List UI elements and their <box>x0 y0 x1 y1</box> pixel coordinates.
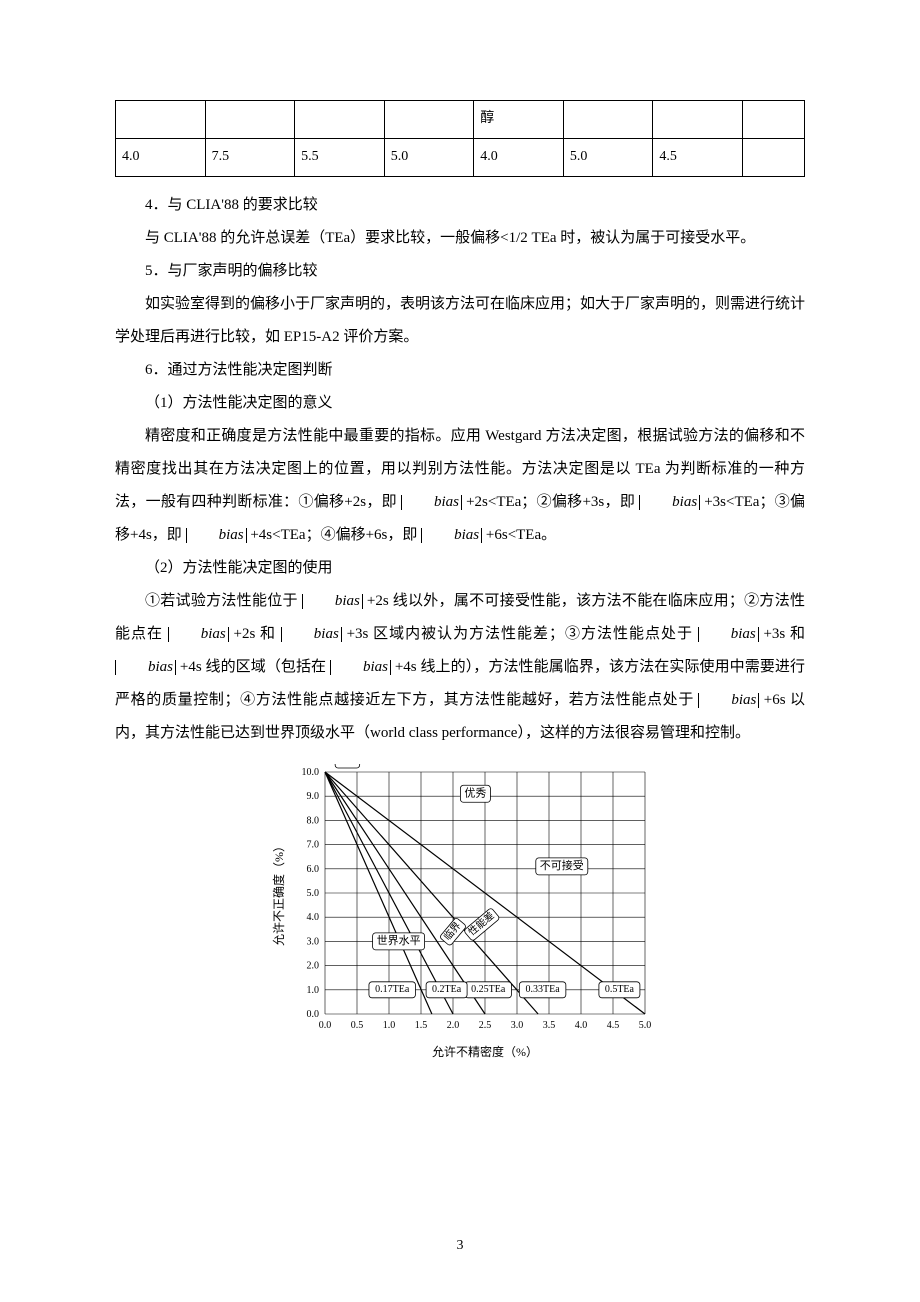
svg-text:5.0: 5.0 <box>639 1020 652 1031</box>
svg-text:10.0: 10.0 <box>302 767 320 778</box>
bias-term: bias <box>201 626 226 642</box>
table-cell: 4.0 <box>474 138 564 176</box>
text: ①若试验方法性能位于 <box>145 593 298 609</box>
table-cell <box>653 101 743 139</box>
svg-text:允许不精密度（%）: 允许不精密度（%） <box>432 1044 538 1059</box>
svg-text:4.0: 4.0 <box>575 1020 588 1031</box>
svg-text:世界水平: 世界水平 <box>377 934 421 947</box>
subheading-2: （2）方法性能决定图的使用 <box>115 552 805 585</box>
svg-text:允许不正确度（%）: 允许不正确度（%） <box>271 840 286 946</box>
svg-text:优秀: 优秀 <box>464 786 486 799</box>
table-cell <box>563 101 653 139</box>
table-cell <box>205 101 295 139</box>
svg-text:4.0: 4.0 <box>307 912 320 923</box>
svg-text:3.0: 3.0 <box>511 1020 524 1031</box>
table-cell <box>295 101 385 139</box>
table-cell <box>384 101 474 139</box>
text: +3s 和 <box>763 626 805 642</box>
table-cell <box>742 138 804 176</box>
bias-term: bias <box>219 527 244 543</box>
subheading-1: （1）方法性能决定图的意义 <box>115 387 805 420</box>
bias-term: bias <box>363 659 388 675</box>
table-cell <box>116 101 206 139</box>
svg-text:0.0: 0.0 <box>319 1020 332 1031</box>
svg-text:0.5: 0.5 <box>351 1020 364 1031</box>
page-number: 3 <box>0 1231 920 1262</box>
svg-text:7.0: 7.0 <box>307 839 320 850</box>
bias-term: bias <box>672 494 697 510</box>
svg-text:2.0: 2.0 <box>447 1020 460 1031</box>
table-cell: 5.0 <box>563 138 653 176</box>
svg-text:0.5TEa: 0.5TEa <box>605 984 635 995</box>
svg-text:1.0: 1.0 <box>307 984 320 995</box>
bias-term: bias <box>731 692 756 708</box>
paragraph: 如实验室得到的偏移小于厂家声明的，表明该方法可在临床应用；如大于厂家声明的，则需… <box>115 288 805 354</box>
svg-text:3.0: 3.0 <box>307 936 320 947</box>
text: +3s 区域内被认为方法性能差；③方法性能点处于 <box>347 626 693 642</box>
svg-text:0.2TEa: 0.2TEa <box>432 984 462 995</box>
svg-text:1.5: 1.5 <box>415 1020 428 1031</box>
heading-5: 5．与厂家声明的偏移比较 <box>115 255 805 288</box>
svg-text:0.17TEa: 0.17TEa <box>375 984 410 995</box>
svg-text:0.25TEa: 0.25TEa <box>471 984 506 995</box>
text: +2s<TEa；②偏移+3s，即 <box>466 494 635 510</box>
table-cell: 4.5 <box>653 138 743 176</box>
svg-text:5.0: 5.0 <box>307 888 320 899</box>
table-cell <box>742 101 804 139</box>
bias-term: bias <box>148 659 173 675</box>
svg-text:8.0: 8.0 <box>307 815 320 826</box>
svg-text:0.0: 0.0 <box>307 1009 320 1020</box>
svg-text:2.0: 2.0 <box>307 960 320 971</box>
text: +4s 线的区域（包括在 <box>180 659 326 675</box>
paragraph: 与 CLIA'88 的允许总误差（TEa）要求比较，一般偏移<1/2 TEa 时… <box>115 222 805 255</box>
svg-text:9.0: 9.0 <box>307 791 320 802</box>
svg-text:2.5: 2.5 <box>479 1020 492 1031</box>
text: +6s<TEa。 <box>486 527 556 543</box>
svg-text:4.5: 4.5 <box>607 1020 620 1031</box>
decision-chart: 0.0 0.5 1.0 1.5 2.0 2.5 3.0 3.5 4.0 4.5 5.0 0.0 1.0 2… <box>265 764 655 1077</box>
table-cell: 5.5 <box>295 138 385 176</box>
table-cell: 4.0 <box>116 138 206 176</box>
chart-svg: 0.0 0.5 1.0 1.5 2.0 2.5 3.0 3.5 4.0 4.5 5.0 0.0 1.0 2… <box>265 764 655 1064</box>
text: +4s<TEa；④偏移+6s，即 <box>250 527 417 543</box>
heading-6: 6．通过方法性能决定图判断 <box>115 354 805 387</box>
paragraph: ①若试验方法性能位于 bias +2s 线以外，属不可接受性能，该方法不能在临床… <box>115 585 805 750</box>
table-row: 4.07.55.55.04.05.04.5 <box>116 138 805 176</box>
bias-term: bias <box>314 626 339 642</box>
svg-text:不可接受: 不可接受 <box>540 859 584 872</box>
paragraph: 精密度和正确度是方法性能中最重要的指标。应用 Westgard 方法决定图，根据… <box>115 420 805 552</box>
table-row: 醇 <box>116 101 805 139</box>
svg-text:1.0: 1.0 <box>383 1020 396 1031</box>
svg-text:6.0: 6.0 <box>307 863 320 874</box>
page: 醇4.07.55.55.04.05.04.5 4．与 CLIA'88 的要求比较… <box>0 0 920 1302</box>
bias-term: bias <box>335 593 360 609</box>
bias-term: bias <box>454 527 479 543</box>
bias-term: bias <box>731 626 756 642</box>
svg-text:TEa: TEa <box>339 764 356 765</box>
heading-4: 4．与 CLIA'88 的要求比较 <box>115 189 805 222</box>
svg-text:0.33TEa: 0.33TEa <box>526 984 561 995</box>
data-table: 醇4.07.55.55.04.05.04.5 <box>115 100 805 177</box>
svg-text:3.5: 3.5 <box>543 1020 556 1031</box>
table-cell: 7.5 <box>205 138 295 176</box>
table-cell: 5.0 <box>384 138 474 176</box>
text: +2s 和 <box>234 626 277 642</box>
table-cell: 醇 <box>474 101 564 139</box>
bias-term: bias <box>434 494 459 510</box>
